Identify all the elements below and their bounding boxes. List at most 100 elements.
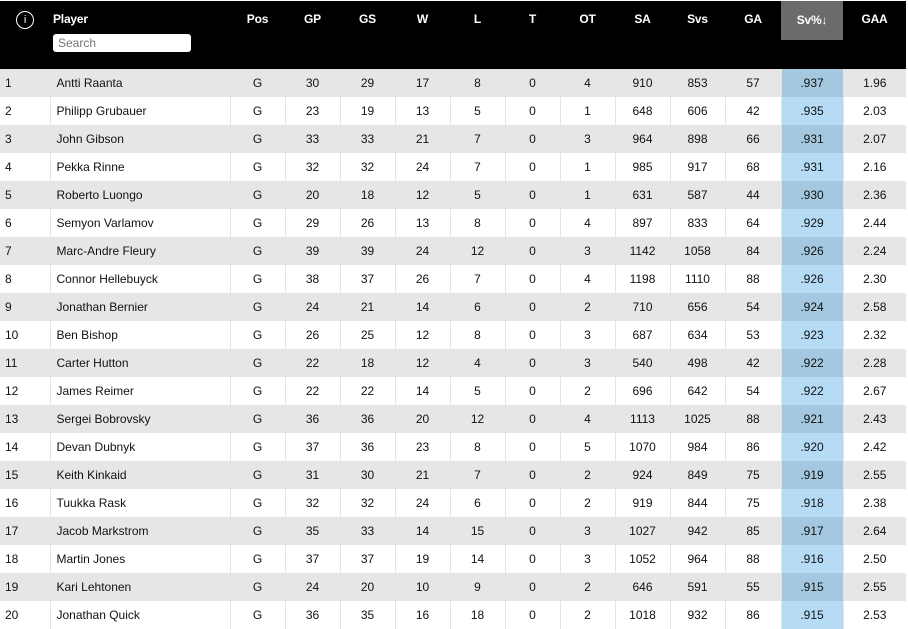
table-row[interactable]: 11 Carter Hutton G 22 18 12 4 0 3 540 498 42.922 2.2… bbox=[0, 349, 906, 377]
table-row[interactable]: 16 Tuukka Rask G 32 32 24 6 0 2 919 844 75.918 2.38 bbox=[0, 489, 906, 517]
cell-ties: 0 bbox=[504, 517, 560, 545]
column-header-t[interactable]: T bbox=[505, 1, 560, 69]
cell-save-percentage: .935 bbox=[780, 97, 843, 125]
cell-games-played: 26 bbox=[284, 321, 340, 349]
cell-goals-against: 42 bbox=[724, 349, 781, 377]
column-header-sa[interactable]: SA bbox=[615, 1, 670, 69]
cell-saves: 849 bbox=[669, 461, 725, 489]
cell-goals-against: 68 bbox=[724, 153, 781, 181]
cell-wins: 13 bbox=[394, 209, 450, 237]
cell-overtime-losses: 4 bbox=[559, 265, 615, 293]
cell-losses: 8 bbox=[449, 433, 505, 461]
table-row[interactable]: 12 James Reimer G 22 22 14 5 0 2 696 642 54.922 2.67 bbox=[0, 377, 906, 405]
cell-games-played: 22 bbox=[284, 377, 340, 405]
table-row[interactable]: 17 Jacob Markstrom G 35 33 14 15 0 3 1027 942 85.91… bbox=[0, 517, 906, 545]
table-row[interactable]: 3 John Gibson G 33 33 21 7 0 3 964 898 66.931 2.07 bbox=[0, 125, 906, 153]
column-header-gaa[interactable]: GAA bbox=[843, 1, 906, 69]
cell-save-percentage: .921 bbox=[780, 405, 843, 433]
cell-rank: 2 bbox=[0, 97, 50, 125]
cell-goals-against-average: 2.36 bbox=[842, 181, 906, 209]
cell-losses: 7 bbox=[449, 153, 505, 181]
table-row[interactable]: 18 Martin Jones G 37 37 19 14 0 3 1052 964 88.916 2.… bbox=[0, 545, 906, 573]
cell-games-played: 30 bbox=[284, 69, 340, 97]
column-header-l[interactable]: L bbox=[450, 1, 505, 69]
cell-rank: 17 bbox=[0, 517, 50, 545]
cell-losses: 6 bbox=[449, 489, 505, 517]
cell-games-started: 36 bbox=[339, 405, 395, 433]
cell-goals-against-average: 2.07 bbox=[842, 125, 906, 153]
cell-shots-against: 897 bbox=[614, 209, 670, 237]
cell-position: G bbox=[229, 237, 285, 265]
cell-player-name: Connor Hellebuyck bbox=[49, 265, 230, 293]
cell-ties: 0 bbox=[504, 69, 560, 97]
table-row[interactable]: 5 Roberto Luongo G 20 18 12 5 0 1 631 587 44.930 2.3… bbox=[0, 181, 906, 209]
table-row[interactable]: 13 Sergei Bobrovsky G 36 36 20 12 0 4 1113 1025 88.… bbox=[0, 405, 906, 433]
cell-shots-against: 919 bbox=[614, 489, 670, 517]
table-row[interactable]: 6 Semyon Varlamov G 29 26 13 8 0 4 897 833 64.929 2.… bbox=[0, 209, 906, 237]
cell-overtime-losses: 1 bbox=[559, 153, 615, 181]
cell-player-name: Jacob Markstrom bbox=[49, 517, 230, 545]
cell-position: G bbox=[229, 349, 285, 377]
info-icon[interactable]: i bbox=[16, 11, 34, 29]
info-column-header[interactable]: i bbox=[0, 1, 50, 69]
cell-games-started: 32 bbox=[339, 153, 395, 181]
cell-wins: 16 bbox=[394, 601, 450, 629]
table-row[interactable]: 10 Ben Bishop G 26 25 12 8 0 3 687 634 53.923 2.32 bbox=[0, 321, 906, 349]
table-row[interactable]: 19 Kari Lehtonen G 24 20 10 9 0 2 646 591 55.915 2.5… bbox=[0, 573, 906, 601]
cell-shots-against: 1052 bbox=[614, 545, 670, 573]
cell-goals-against-average: 2.28 bbox=[842, 349, 906, 377]
cell-goals-against-average: 1.96 bbox=[842, 69, 906, 97]
cell-games-played: 38 bbox=[284, 265, 340, 293]
cell-games-played: 39 bbox=[284, 237, 340, 265]
cell-shots-against: 1198 bbox=[614, 265, 670, 293]
table-row[interactable]: 14 Devan Dubnyk G 37 36 23 8 0 5 1070 984 86.920 2.4… bbox=[0, 433, 906, 461]
column-header-gp[interactable]: GP bbox=[285, 1, 340, 69]
table-row[interactable]: 20 Jonathan Quick G 36 35 16 18 0 2 1018 932 86.915… bbox=[0, 601, 906, 629]
cell-player-name: Jonathan Bernier bbox=[49, 293, 230, 321]
cell-losses: 5 bbox=[449, 181, 505, 209]
column-header-ot[interactable]: OT bbox=[560, 1, 615, 69]
cell-wins: 10 bbox=[394, 573, 450, 601]
cell-ties: 0 bbox=[504, 209, 560, 237]
column-header-player[interactable]: Player bbox=[50, 1, 230, 69]
column-header-w[interactable]: W bbox=[395, 1, 450, 69]
cell-position: G bbox=[229, 69, 285, 97]
cell-ties: 0 bbox=[504, 153, 560, 181]
player-header-label[interactable]: Player bbox=[53, 12, 88, 26]
table-row[interactable]: 4 Pekka Rinne G 32 32 24 7 0 1 985 917 68.931 2.16 bbox=[0, 153, 906, 181]
cell-goals-against-average: 2.44 bbox=[842, 209, 906, 237]
cell-losses: 18 bbox=[449, 601, 505, 629]
cell-rank: 10 bbox=[0, 321, 50, 349]
cell-wins: 14 bbox=[394, 293, 450, 321]
cell-goals-against-average: 2.30 bbox=[842, 265, 906, 293]
table-row[interactable]: 7 Marc-Andre Fleury G 39 39 24 12 0 3 1142 1058 84.… bbox=[0, 237, 906, 265]
cell-goals-against-average: 2.43 bbox=[842, 405, 906, 433]
cell-wins: 20 bbox=[394, 405, 450, 433]
search-input[interactable] bbox=[53, 34, 191, 52]
cell-games-started: 26 bbox=[339, 209, 395, 237]
cell-saves: 932 bbox=[669, 601, 725, 629]
column-header-pos[interactable]: Pos bbox=[230, 1, 285, 69]
cell-shots-against: 1142 bbox=[614, 237, 670, 265]
cell-games-started: 20 bbox=[339, 573, 395, 601]
table-row[interactable]: 1 Antti Raanta G 30 29 17 8 0 4 910 853 57.937 1.96 bbox=[0, 69, 906, 97]
cell-ties: 0 bbox=[504, 545, 560, 573]
cell-player-name: Carter Hutton bbox=[49, 349, 230, 377]
column-header-gs[interactable]: GS bbox=[340, 1, 395, 69]
table-row[interactable]: 15 Keith Kinkaid G 31 30 21 7 0 2 924 849 75.919 2.5… bbox=[0, 461, 906, 489]
table-row[interactable]: 2 Philipp Grubauer G 23 19 13 5 0 1 648 606 42.935 2… bbox=[0, 97, 906, 125]
cell-games-played: 20 bbox=[284, 181, 340, 209]
sorted-header-label[interactable]: Sv%↓ bbox=[781, 1, 843, 40]
column-header-sv-pct[interactable]: Sv%↓ bbox=[781, 1, 843, 69]
cell-games-started: 35 bbox=[339, 601, 395, 629]
cell-ties: 0 bbox=[504, 321, 560, 349]
column-header-svs[interactable]: Svs bbox=[670, 1, 725, 69]
column-header-ga[interactable]: GA bbox=[725, 1, 781, 69]
cell-position: G bbox=[229, 97, 285, 125]
cell-losses: 14 bbox=[449, 545, 505, 573]
cell-losses: 5 bbox=[449, 97, 505, 125]
cell-overtime-losses: 2 bbox=[559, 377, 615, 405]
table-row[interactable]: 8 Connor Hellebuyck G 38 37 26 7 0 4 1198 1110 88.9… bbox=[0, 265, 906, 293]
cell-games-started: 18 bbox=[339, 349, 395, 377]
table-row[interactable]: 9 Jonathan Bernier G 24 21 14 6 0 2 710 656 54.924 2… bbox=[0, 293, 906, 321]
